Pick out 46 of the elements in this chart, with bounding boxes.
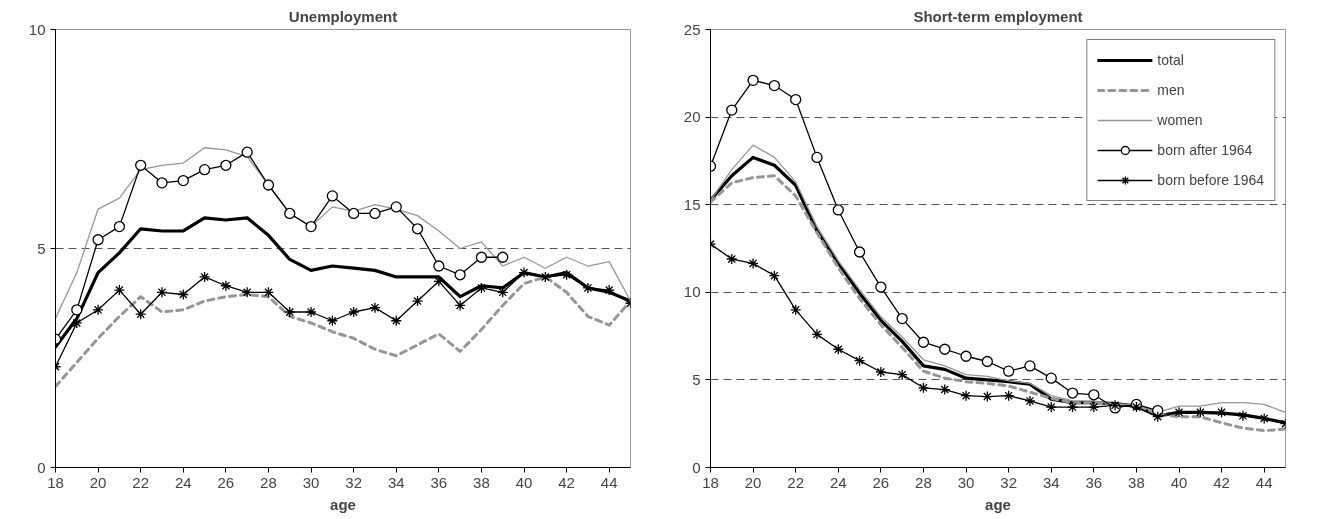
x-tick-label: 24 [174, 473, 192, 491]
x-tick-label: 18 [47, 473, 64, 491]
x-tick-label: 34 [387, 473, 405, 491]
x-tick-label: 20 [89, 473, 107, 491]
x-tick-label: 42 [1213, 473, 1230, 491]
x-tick-label: 18 [702, 473, 719, 491]
legend-label: women [1157, 112, 1203, 128]
legend-label: born before 1964 [1157, 172, 1264, 188]
legend-label: men [1157, 82, 1185, 98]
x-tick-label: 30 [302, 473, 320, 491]
y-tick-label: 5 [37, 239, 46, 257]
x-tick-label: 24 [829, 473, 847, 491]
x-tick-label: 40 [515, 473, 533, 491]
chart-title: Short-term employment [913, 7, 1083, 25]
x-tick-label: 38 [473, 473, 490, 491]
x-tick-label: 36 [1085, 473, 1103, 491]
y-tick-label: 10 [683, 283, 701, 301]
x-tick-label: 32 [1000, 473, 1017, 491]
x-axis-title: age [330, 495, 356, 513]
legend-label: total [1157, 52, 1184, 68]
x-tick-label: 36 [430, 473, 448, 491]
x-tick-label: 32 [345, 473, 362, 491]
y-tick-label: 0 [692, 458, 701, 476]
x-tick-label: 22 [787, 473, 805, 491]
x-tick-label: 28 [260, 473, 277, 491]
x-tick-label: 44 [1255, 473, 1273, 491]
x-tick-label: 20 [744, 473, 762, 491]
y-tick-label: 25 [683, 20, 701, 38]
x-tick-label: 30 [957, 473, 975, 491]
x-tick-label: 34 [1042, 473, 1060, 491]
y-tick-label: 10 [28, 20, 46, 38]
x-tick-label: 28 [915, 473, 932, 491]
x-tick-label: 22 [132, 473, 150, 491]
x-tick-label: 40 [1170, 473, 1188, 491]
y-tick-label: 15 [683, 195, 701, 213]
chart-title: Unemployment [288, 7, 398, 25]
x-tick-label: 44 [600, 473, 618, 491]
x-tick-label: 26 [217, 473, 235, 491]
y-tick-label: 5 [692, 370, 701, 388]
y-tick-label: 20 [683, 108, 701, 126]
x-tick-label: 38 [1128, 473, 1145, 491]
x-axis-title: age [985, 495, 1011, 513]
x-tick-label: 26 [872, 473, 890, 491]
legend-label: born after 1964 [1157, 142, 1253, 158]
y-tick-label: 0 [37, 458, 46, 476]
x-tick-label: 42 [558, 473, 575, 491]
